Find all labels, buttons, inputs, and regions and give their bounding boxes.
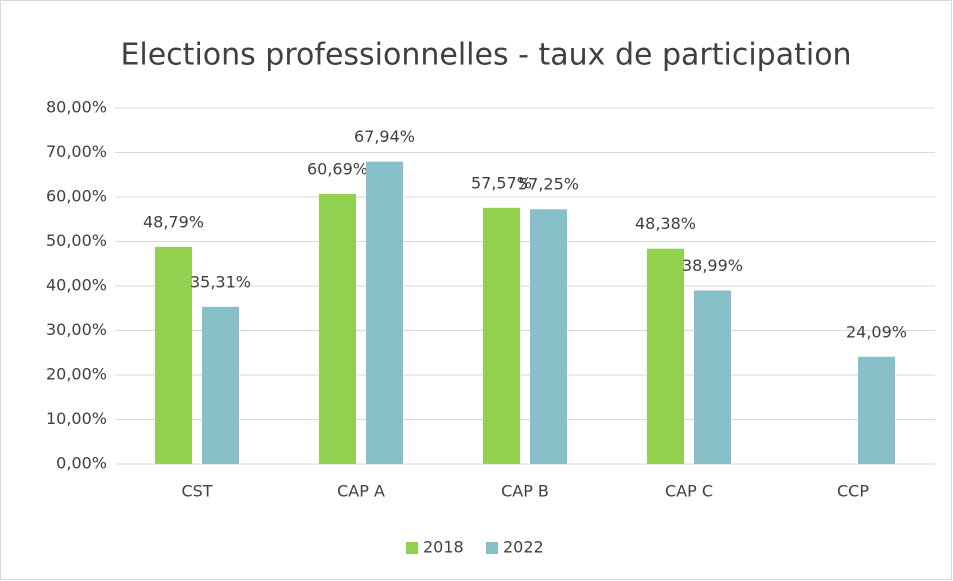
x-tick-label: CST	[181, 482, 212, 501]
x-tick-label: CAP C	[665, 482, 713, 501]
data-label: 57,25%	[518, 175, 579, 194]
y-tick-label: 60,00%	[46, 187, 107, 206]
data-label: 48,79%	[143, 212, 204, 231]
data-label: 38,99%	[682, 256, 743, 275]
legend-label: 2022	[503, 538, 544, 557]
y-tick-label: 40,00%	[46, 276, 107, 295]
chart-title: Elections professionnelles - taux de par…	[120, 38, 851, 73]
data-label: 67,94%	[354, 127, 415, 146]
y-tick-label: 0,00%	[56, 454, 107, 473]
x-tick-label: CCP	[837, 482, 869, 501]
bar	[647, 248, 684, 464]
data-label: 24,09%	[846, 322, 907, 341]
data-label: 48,38%	[635, 214, 696, 233]
x-tick-label: CAP B	[501, 482, 549, 501]
bar	[202, 306, 239, 464]
bar	[530, 209, 567, 464]
x-tick-label: CAP A	[337, 482, 385, 501]
legend-label: 2018	[423, 538, 464, 557]
y-tick-label: 20,00%	[46, 365, 107, 384]
y-tick-label: 80,00%	[46, 98, 107, 117]
y-tick-label: 50,00%	[46, 231, 107, 250]
bar	[858, 356, 895, 464]
legend-swatch	[486, 542, 498, 554]
bar	[319, 193, 356, 464]
bar	[366, 161, 403, 465]
y-tick-label: 10,00%	[46, 409, 107, 428]
y-tick-label: 70,00%	[46, 142, 107, 161]
bar	[694, 290, 731, 464]
data-label: 35,31%	[190, 272, 251, 291]
bar	[483, 207, 520, 464]
data-label: 57,57%	[471, 173, 532, 192]
data-label: 60,69%	[307, 159, 368, 178]
y-tick-label: 30,00%	[46, 320, 107, 339]
legend-swatch	[406, 542, 418, 554]
bar	[155, 246, 192, 464]
